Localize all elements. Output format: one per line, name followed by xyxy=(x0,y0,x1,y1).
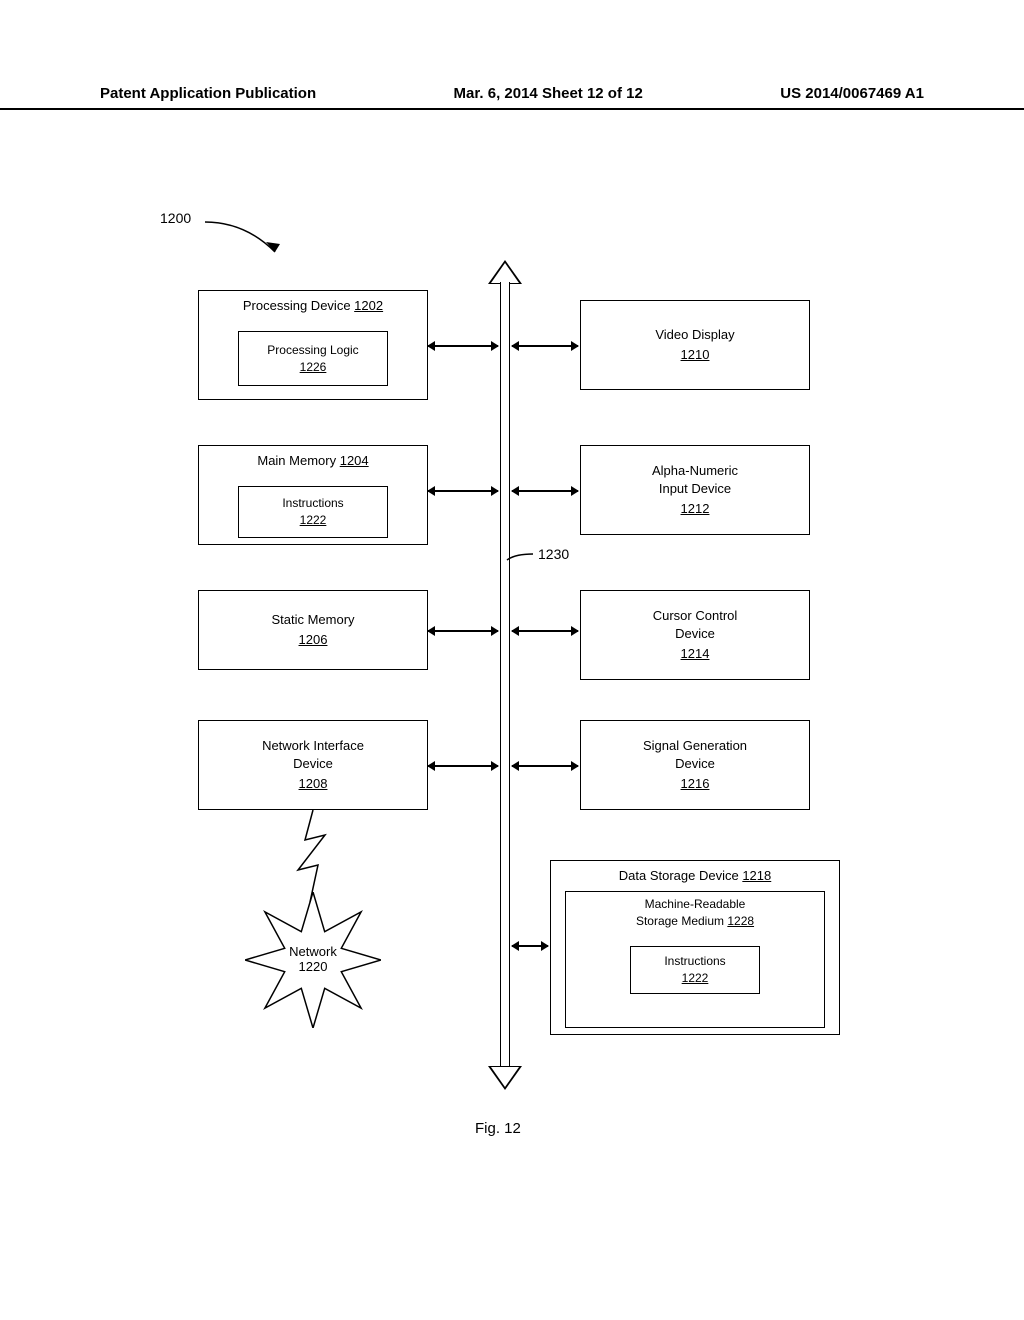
block-title: Cursor ControlDevice xyxy=(653,607,738,643)
instr-title: Instructions xyxy=(664,953,725,970)
block-num: 1202 xyxy=(354,298,383,313)
left-block-1206: Static Memory 1206 xyxy=(198,590,428,670)
block-num: 1214 xyxy=(681,645,710,663)
left-block-1202: Processing Device 1202Processing Logic12… xyxy=(198,290,428,400)
bus-connector xyxy=(512,630,578,632)
bus-connector xyxy=(512,945,548,947)
block-title: Signal GenerationDevice xyxy=(643,737,747,773)
instr-num: 1222 xyxy=(682,970,709,987)
network-link-icon xyxy=(270,810,350,905)
bus-connector xyxy=(428,490,498,492)
bus-connector xyxy=(428,345,498,347)
medium-num: 1228 xyxy=(727,914,754,928)
right-block-1214: Cursor ControlDevice 1214 xyxy=(580,590,810,680)
right-block-1210: Video Display 1210 xyxy=(580,300,810,390)
system-diagram: 1200 1230 Processing Device 1202 Processi… xyxy=(140,200,880,1100)
left-block-1208: Network InterfaceDevice 1208 xyxy=(198,720,428,810)
block-num: 1210 xyxy=(681,346,710,364)
page: Patent Application Publication Mar. 6, 2… xyxy=(0,0,1024,1320)
storage-title: Data Storage Device 1218 xyxy=(619,867,772,885)
bus-arrow-up-icon xyxy=(488,260,522,284)
block-num: 1212 xyxy=(681,500,710,518)
block-num: 1208 xyxy=(299,775,328,793)
bus-connector xyxy=(428,630,498,632)
right-block-1212: Alpha-NumericInput Device 1212 xyxy=(580,445,810,535)
block-title: Static Memory xyxy=(271,611,354,629)
storage-block: Data Storage Device 1218 Machine-Readabl… xyxy=(550,860,840,1035)
inner-num: 1226 xyxy=(300,359,327,376)
block-title: Video Display xyxy=(655,326,734,344)
network-label: Network 1220 xyxy=(273,944,353,974)
inner-num: 1222 xyxy=(300,512,327,529)
page-header: Patent Application Publication Mar. 6, 2… xyxy=(0,85,1024,110)
bus-connector xyxy=(512,345,578,347)
storage-medium: Machine-Readable Storage Medium 1228 Ins… xyxy=(565,891,825,1028)
inner-block-1222: Instructions1222 xyxy=(238,486,388,538)
block-num: 1216 xyxy=(681,775,710,793)
block-num: 1204 xyxy=(340,453,369,468)
figure-caption: Fig. 12 xyxy=(475,1120,521,1137)
inner-title: Processing Logic xyxy=(267,342,358,359)
lead-arrow-icon xyxy=(200,214,290,264)
block-title: Alpha-NumericInput Device xyxy=(652,462,738,498)
bus-ref: 1230 xyxy=(538,546,569,562)
figure-ref: 1200 xyxy=(160,210,191,226)
bus-connector xyxy=(512,765,578,767)
bus-connector xyxy=(512,490,578,492)
bus-arrow-down-icon xyxy=(488,1066,522,1090)
left-block-1204: Main Memory 1204 Instructions1222 xyxy=(198,445,428,545)
storage-instructions: Instructions 1222 xyxy=(630,946,760,994)
bus-shaft xyxy=(500,282,510,1068)
header-right: US 2014/0067469 A1 xyxy=(780,85,924,102)
block-title: Processing Device 1202 xyxy=(243,297,383,315)
bus-connector xyxy=(428,765,498,767)
block-num: 1206 xyxy=(299,631,328,649)
header-center: Mar. 6, 2014 Sheet 12 of 12 xyxy=(454,85,643,102)
inner-block-1226: Processing Logic1226 xyxy=(238,331,388,386)
network-title: Network xyxy=(273,944,353,959)
block-title: Main Memory 1204 xyxy=(257,452,368,470)
medium-title: Machine-Readable Storage Medium 1228 xyxy=(636,896,754,930)
header-left: Patent Application Publication xyxy=(100,85,316,102)
network-num: 1220 xyxy=(273,959,353,974)
system-bus xyxy=(490,260,520,1090)
block-title: Network InterfaceDevice xyxy=(262,737,364,773)
storage-num: 1218 xyxy=(742,868,771,883)
inner-title: Instructions xyxy=(282,495,343,512)
right-block-1216: Signal GenerationDevice 1216 xyxy=(580,720,810,810)
